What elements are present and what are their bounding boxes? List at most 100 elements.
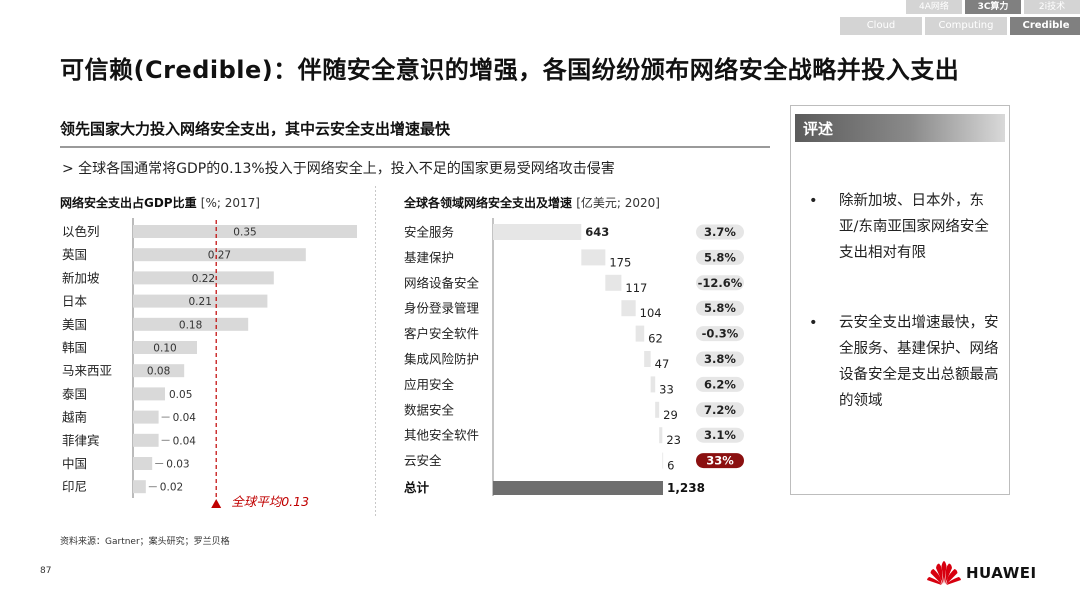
chart2-total-label: 总计 [404, 480, 430, 495]
chart1-bar [133, 480, 146, 494]
chart2-bar [635, 325, 645, 342]
chart2-category-label: 应用安全 [404, 377, 455, 392]
chart2-growth-pill [696, 249, 744, 265]
source-note: 资料来源：Gartner；案头研究；罗兰贝格 [60, 537, 230, 547]
chart2-category-label: 身份登录管理 [404, 301, 480, 316]
chart1-value-label: 0.04 [173, 412, 197, 424]
chart2-value-label: 643 [585, 225, 609, 239]
chart1-category-label: 新加坡 [62, 270, 100, 285]
chart2-bar [659, 427, 663, 444]
comment-header: 评述 [795, 114, 1005, 142]
chart2-growth-label: 5.8% [704, 250, 736, 264]
chart1-bar [133, 387, 165, 401]
chart1-value-label: 0.21 [189, 296, 212, 308]
chart1-title-text: 网络安全支出占GDP比重 [60, 196, 197, 210]
chart2-title-text: 全球各领域网络安全支出及增速 [404, 196, 573, 210]
chart2-title: 全球各领域网络安全支出及增速 [亿美元; 2020] [404, 194, 660, 211]
comment-text-1: 除新加坡、日本外，东亚/东南亚国家网络安全支出相对有限 [839, 193, 989, 261]
chart2-value-label: 117 [625, 281, 647, 295]
logo-text: HUAWEI [966, 564, 1037, 582]
bullet-icon: • [809, 193, 818, 209]
chart1-category-label: 韩国 [62, 340, 87, 355]
chart1-category-label: 日本 [62, 294, 88, 309]
chart1-value-label: 0.08 [147, 366, 170, 378]
chart2-growth-label: 7.2% [704, 403, 736, 417]
nav-tab-computing[interactable]: Computing [925, 17, 1007, 35]
chart1-bar [133, 317, 249, 331]
chart2-growth-pill [696, 427, 744, 443]
chart2-bar [605, 274, 622, 291]
chart1-average-marker [211, 499, 222, 508]
key-message: > 全球各国通常将GDP的0.13%投入于网络安全上，投入不足的国家更易受网络攻… [62, 161, 615, 177]
chart2-growth-label: -0.3% [702, 327, 739, 341]
chart2-category-label: 云安全 [404, 453, 442, 468]
chart2-value-label: 104 [640, 306, 662, 320]
comment-title: 评述 [803, 120, 834, 138]
chart1-unit: [%; 2017] [200, 196, 260, 210]
chart2-growth-label: 3.1% [704, 428, 736, 442]
chart1-category-label: 马来西亚 [62, 363, 112, 378]
chart2-value-label: 33 [659, 382, 674, 396]
chart2-bar [621, 300, 636, 317]
nav-tab-credible[interactable]: Credible [1010, 17, 1080, 35]
chart2-growth-pill [696, 224, 744, 240]
page-title: 可信赖(Credible)：伴随安全意识的增强，各国纷纷颁布网络安全战略并投入支… [60, 56, 960, 84]
chart1-value-label: 0.27 [208, 250, 231, 262]
chart2-total-value: 1,238 [667, 481, 705, 495]
chart2-growth-label: -12.6% [698, 276, 743, 290]
chart1-value-label: 0.05 [169, 389, 192, 401]
chart1-average-label: 全球平均0.13 [231, 494, 309, 509]
huawei-petal-icon [927, 561, 961, 585]
chart1-category-label: 菲律宾 [62, 433, 100, 448]
nav-tab-cloud[interactable]: Cloud [840, 17, 922, 35]
chart2-bar [662, 452, 664, 469]
chart2-value-label: 6 [667, 459, 674, 473]
chart2-growth-label: 33% [706, 454, 734, 468]
chart2-bar [655, 401, 660, 418]
chart2-bar [644, 351, 651, 367]
chart2-growth-pill [696, 376, 744, 392]
nav-tab-2i[interactable]: 2i技术 [1024, 0, 1080, 14]
huawei-logo: HUAWEI [926, 560, 1037, 586]
chart2-bar [493, 224, 582, 240]
chart2-unit: [亿美元; 2020] [576, 196, 660, 210]
chart1-title: 网络安全支出占GDP比重 [%; 2017] [60, 194, 260, 211]
bullet-icon: • [809, 315, 818, 331]
chart1-value-label: 0.35 [233, 227, 256, 239]
chart1-bar [133, 294, 268, 308]
chart1-bar [133, 410, 159, 424]
gdp-share-chart: 以色列 0.35 英国 0.27 新加坡 0.22 日本 0.21 美国 0.18 韩国 0.10 马来… [62, 218, 357, 509]
comment-item-2: • 云安全支出增速最快，安全服务、基建保护、网络设备安全是支出总额最高的领域 [809, 310, 999, 414]
chart1-bar [133, 433, 159, 447]
chart2-category-label: 安全服务 [404, 225, 454, 240]
chart2-value-label: 62 [648, 332, 663, 346]
chart2-growth-pill [696, 275, 744, 291]
chart2-growth-pill [696, 402, 744, 418]
chart2-category-label: 数据安全 [404, 402, 455, 417]
chart1-bar [133, 364, 185, 378]
chart2-value-label: 23 [666, 433, 681, 447]
nav-tab-3c[interactable]: 3C算力 [965, 0, 1021, 14]
chart-divider [375, 186, 376, 516]
nav-tab-4a[interactable]: 4A网络 [906, 0, 962, 14]
chart1-value-label: 0.03 [166, 459, 189, 471]
page-number: 87 [40, 566, 52, 576]
chart2-growth-pill [696, 351, 744, 367]
chart1-value-label: 0.22 [192, 273, 215, 285]
chart2-value-label: 29 [663, 408, 678, 422]
chart2-total-bar [493, 481, 663, 495]
chart1-category-label: 印尼 [62, 479, 87, 494]
comment-panel: 评述 • 除新加坡、日本外，东亚/东南亚国家网络安全支出相对有限 • 云安全支出… [790, 105, 1010, 495]
chart1-value-label: 0.02 [160, 482, 183, 494]
chart1-category-label: 美国 [62, 317, 87, 332]
chart1-bar [133, 457, 153, 470]
chart1-category-label: 泰国 [62, 386, 87, 401]
chart2-growth-pill [696, 326, 744, 342]
chart1-value-label: 0.10 [153, 343, 176, 355]
chart1-value-label: 0.04 [173, 435, 197, 447]
chart2-bar [581, 249, 606, 266]
chart2-growth-label: 5.8% [704, 301, 736, 315]
comment-text-2: 云安全支出增速最快，安全服务、基建保护、网络设备安全是支出总额最高的领域 [839, 315, 999, 409]
chart2-growth-label: 6.2% [704, 377, 736, 391]
top-nav-primary: 4A网络 3C算力 2i技术 [906, 0, 1080, 14]
